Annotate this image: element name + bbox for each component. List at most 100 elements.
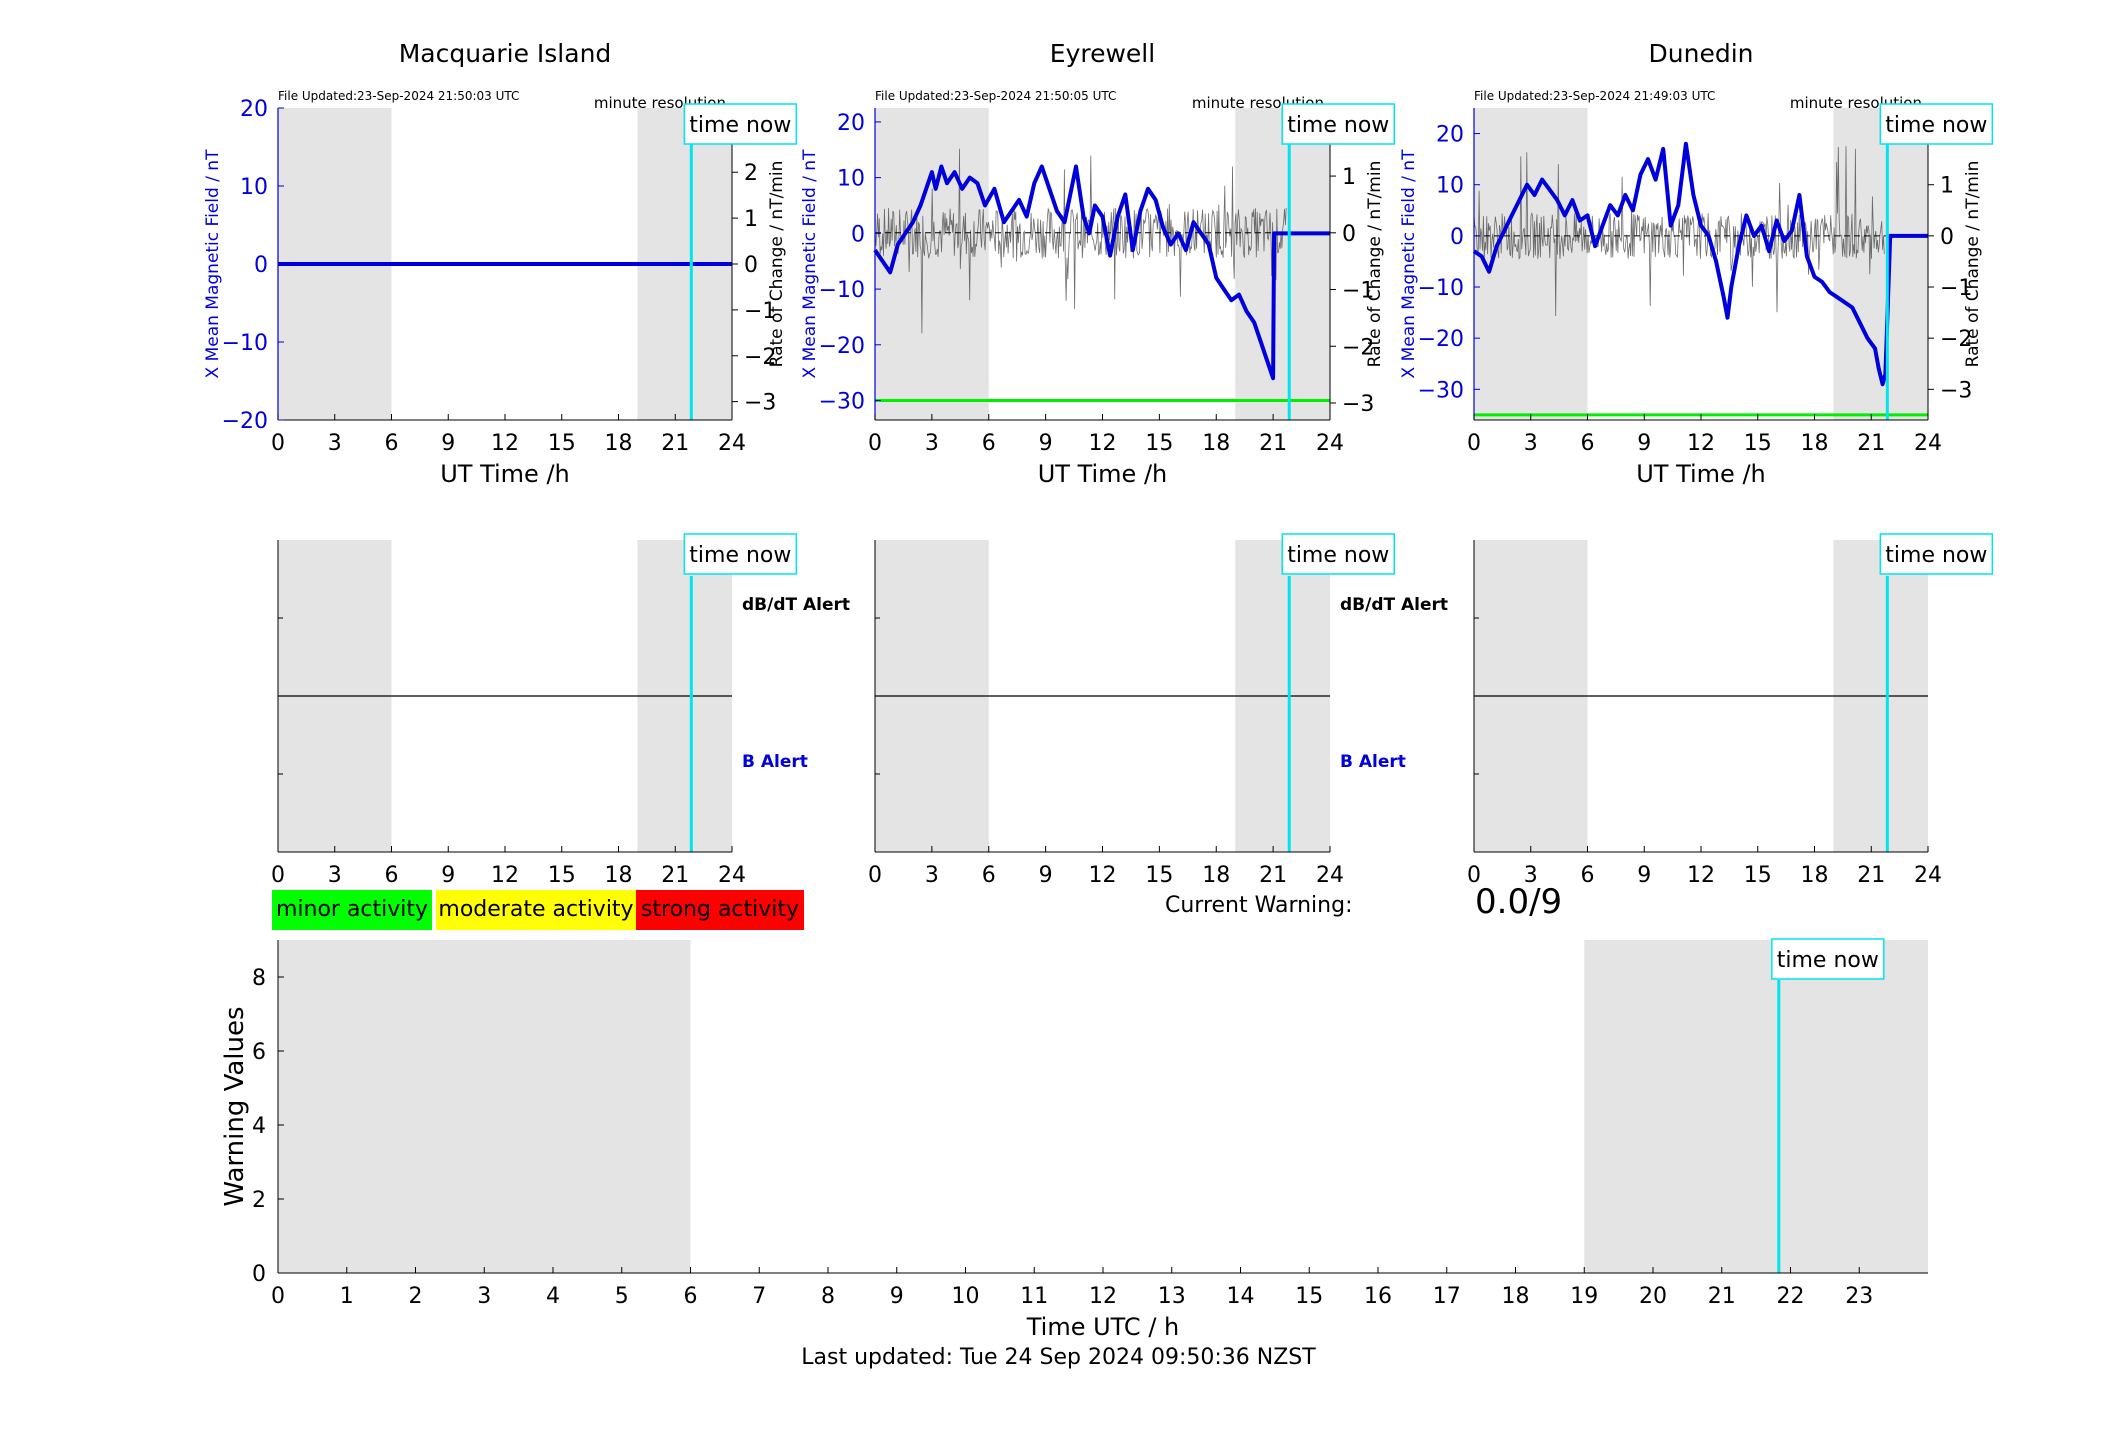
y-tick-label: 2 [252, 1188, 266, 1213]
x-tick-label: 15 [1145, 863, 1173, 888]
y-tick-label-right: 2 [744, 161, 758, 186]
x-tick-label: 24 [718, 431, 746, 456]
x-tick-label: 12 [1089, 431, 1117, 456]
night-band [278, 940, 691, 1273]
time-now-label: time now [1885, 543, 1987, 568]
legend-moderate-activity: moderate activity [436, 890, 636, 930]
x-axis-label: UT Time /h [1038, 460, 1168, 488]
x-tick-label: 6 [982, 431, 996, 456]
x-tick-label: 6 [385, 431, 399, 456]
x-tick-label: 6 [982, 863, 996, 888]
y-axis-label-left: X Mean Magnetic Field / nT [203, 149, 223, 379]
night-band [1584, 940, 1928, 1273]
night-band [1833, 108, 1928, 420]
x-tick-label: 24 [1316, 431, 1344, 456]
y-tick-label-right: 0 [1342, 222, 1356, 247]
y-tick-label-left: 0 [851, 222, 865, 247]
time-now-box [1879, 533, 1994, 575]
y-tick-label-left: −10 [1418, 276, 1464, 301]
x-tick-label: 24 [1914, 431, 1942, 456]
x-tick-label: 18 [1801, 431, 1829, 456]
x-tick-label: 18 [1202, 431, 1230, 456]
y-tick-label-right: 1 [744, 207, 758, 232]
y-tick-label-right: −3 [1940, 378, 1972, 403]
y-tick-label-left: 20 [837, 111, 865, 136]
x-tick-label: 15 [548, 863, 576, 888]
y-tick-label-left: 10 [837, 167, 865, 192]
x-tick-label: 20 [1639, 1284, 1667, 1309]
y-tick-label-left: 0 [254, 253, 268, 278]
x-tick-label: 3 [328, 431, 342, 456]
x-tick-label: 0 [1467, 863, 1481, 888]
x-tick-label: 6 [1581, 863, 1595, 888]
y-tick-label-right: −2 [1342, 335, 1374, 360]
x-tick-label: 0 [868, 431, 882, 456]
file-updated: File Updated:23-Sep-2024 21:50:05 UTC [875, 89, 1116, 103]
current-warning-label: Current Warning: [1165, 893, 1353, 918]
x-tick-label: 4 [546, 1284, 560, 1309]
x-tick-label: 9 [1637, 863, 1651, 888]
time-now-box [1771, 938, 1885, 980]
x-tick-label: 21 [661, 863, 689, 888]
x-tick-label: 0 [1467, 431, 1481, 456]
x-tick-label: 17 [1433, 1284, 1461, 1309]
x-tick-label: 21 [1259, 431, 1287, 456]
y-tick-label-right: −3 [744, 391, 776, 416]
y-tick-label-left: −10 [819, 278, 865, 303]
x-tick-label: 0 [271, 863, 285, 888]
y-axis-label-right: Rate of Change / nT/min [1963, 161, 1983, 368]
y-tick-label-left: −20 [819, 334, 865, 359]
x-tick-label: 8 [821, 1284, 835, 1309]
y-tick-label: 4 [252, 1114, 266, 1139]
x-tick-label: 21 [661, 431, 689, 456]
x-tick-label: 3 [1524, 431, 1538, 456]
y-tick-label-right: −1 [1342, 279, 1374, 304]
y-tick-label-left: −30 [819, 390, 865, 415]
x-tick-label: 9 [1637, 431, 1651, 456]
x-tick-label: 15 [1295, 1284, 1323, 1309]
y-axis-label: Warning Values [220, 1006, 250, 1206]
x-tick-label: 18 [605, 431, 633, 456]
x-tick-label: 5 [615, 1284, 629, 1309]
file-updated: File Updated:23-Sep-2024 21:50:03 UTC [278, 89, 519, 103]
x-tick-label: 11 [1020, 1284, 1048, 1309]
panel-title: Macquarie Island [399, 39, 612, 68]
legend-strong-activity: strong activity [636, 890, 804, 930]
time-now-box [1281, 103, 1395, 145]
rate-trace [1473, 146, 1885, 317]
x-tick-label: 21 [1857, 863, 1885, 888]
panel-title: Dunedin [1649, 39, 1754, 68]
legend-minor-activity: minor activity [272, 890, 432, 930]
x-tick-label: 6 [684, 1284, 698, 1309]
x-tick-label: 18 [1502, 1284, 1530, 1309]
x-tick-label: 24 [1914, 863, 1942, 888]
x-tick-label: 18 [1202, 863, 1230, 888]
y-tick-label: 8 [252, 966, 266, 991]
x-tick-label: 23 [1845, 1284, 1873, 1309]
x-tick-label: 24 [1316, 863, 1344, 888]
x-tick-label: 3 [1524, 863, 1538, 888]
time-now-box [683, 533, 798, 575]
y-tick-label-left: −20 [1418, 327, 1464, 352]
x-tick-label: 15 [548, 431, 576, 456]
time-now-box [1879, 103, 1994, 145]
y-axis-label-right: Rate of Change / nT/min [767, 161, 787, 368]
last-updated: Last updated: Tue 24 Sep 2024 09:50:36 N… [801, 1345, 1316, 1370]
x-tick-label: 10 [952, 1284, 980, 1309]
y-tick-label-right: −2 [1940, 327, 1972, 352]
x-tick-label: 14 [1227, 1284, 1255, 1309]
x-tick-label: 7 [752, 1284, 766, 1309]
x-tick-label: 3 [925, 431, 939, 456]
x-tick-label: 19 [1570, 1284, 1598, 1309]
y-tick-label-left: 10 [240, 175, 268, 200]
time-now-box [683, 103, 798, 145]
y-tick-label-left: −10 [222, 331, 268, 356]
y-tick-label-right: −1 [1940, 276, 1972, 301]
y-tick-label-right: −1 [744, 299, 776, 324]
time-now-label: time now [689, 543, 791, 568]
x-tick-label: 12 [1687, 863, 1715, 888]
x-tick-label: 6 [385, 863, 399, 888]
x-tick-label: 15 [1145, 431, 1173, 456]
y-tick-label-right: 1 [1342, 165, 1356, 190]
